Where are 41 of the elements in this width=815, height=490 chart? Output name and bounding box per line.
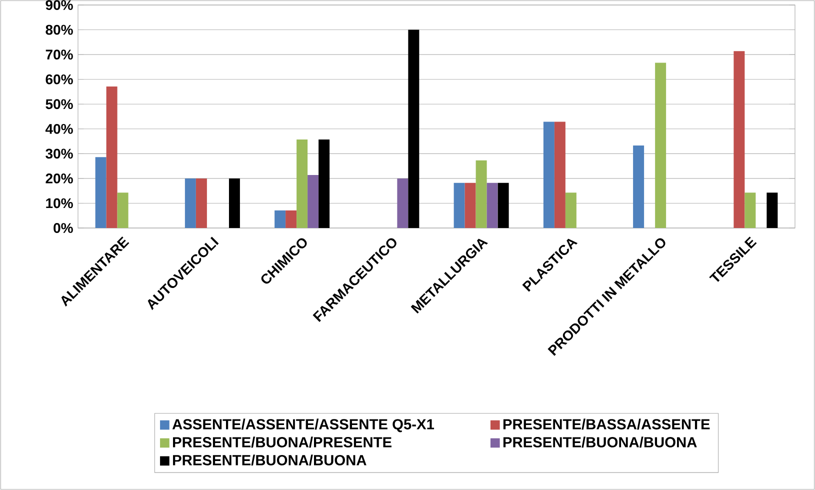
bar <box>95 157 106 228</box>
legend-label: PRESENTE/BUONA/PRESENTE <box>173 436 392 448</box>
y-tick-label: 90% <box>46 0 73 10</box>
bar <box>286 210 297 228</box>
legend-label: PRESENTE/BASSA/ASSENTE <box>503 418 710 430</box>
bar <box>554 122 566 228</box>
bar <box>744 192 756 228</box>
legend-label: PRESENTE/BUONA/BUONA <box>503 436 697 448</box>
bar <box>734 51 745 228</box>
bar <box>228 178 240 228</box>
bar <box>498 182 509 228</box>
legend-label: ASSENTE/ASSENTE/ASSENTE Q5-X1 <box>172 418 434 432</box>
bar <box>408 30 420 228</box>
y-tick-label: 40% <box>45 124 73 134</box>
y-tick-label: 30% <box>46 148 73 159</box>
y-tick-label: 80% <box>46 24 73 35</box>
bar <box>464 182 476 228</box>
bar <box>476 160 487 228</box>
bar <box>766 192 778 228</box>
legend-label: PRESENTE/BUONA/BUONA <box>173 454 366 466</box>
y-tick-label: 10% <box>46 198 73 208</box>
bar <box>318 140 330 228</box>
y-tick-label: 50% <box>46 99 73 110</box>
bar <box>486 182 498 228</box>
bar <box>397 178 408 228</box>
y-tick-label: 20% <box>46 174 73 184</box>
y-tick-label: 0% <box>54 223 73 233</box>
y-tick-label: 70% <box>46 50 73 60</box>
bar <box>633 145 644 228</box>
y-tick-label: 60% <box>46 74 73 84</box>
bar <box>196 178 207 228</box>
bar <box>106 86 118 228</box>
bar <box>308 174 319 228</box>
bar <box>543 122 554 228</box>
bar <box>184 178 196 228</box>
bar <box>565 192 576 228</box>
bar <box>655 62 666 228</box>
bar <box>296 140 308 228</box>
bar <box>274 210 286 228</box>
bar <box>454 182 465 228</box>
bar <box>117 192 128 228</box>
